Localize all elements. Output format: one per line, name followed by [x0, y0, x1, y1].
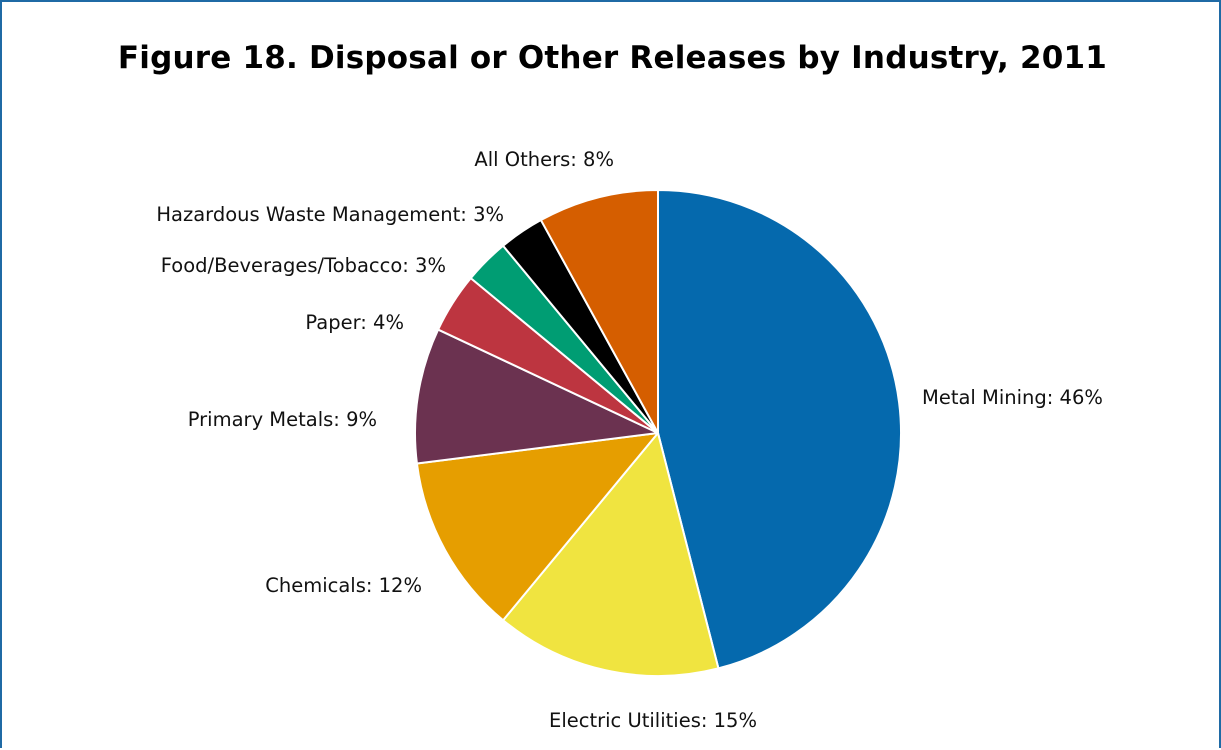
pie-slice-all-others — [539, 189, 659, 434]
slice-label-chemicals: Chemicals: 12% — [265, 574, 422, 597]
slice-label-primary-metals: Primary Metals: 9% — [188, 408, 377, 431]
pie-slice-chemicals — [415, 432, 659, 622]
pie-slice-primary-metals — [414, 328, 659, 465]
pie-slice-metal-mining — [657, 189, 903, 670]
pie-slice-electric-utilities — [502, 432, 720, 677]
slice-label-metal-mining: Metal Mining: 46% — [922, 386, 1103, 409]
slice-label-hazardous-waste-management: Hazardous Waste Management: 3% — [156, 203, 504, 226]
slice-label-food-beverages-tobacco: Food/Beverages/Tobacco: 3% — [161, 254, 446, 277]
slice-label-all-others: All Others: 8% — [474, 148, 614, 171]
slice-label-electric-utilities: Electric Utilities: 15% — [549, 709, 757, 732]
chart-title: Figure 18. Disposal or Other Releases by… — [117, 40, 1108, 76]
pie-labels: Metal Mining: 46% Electric Utilities: 15%… — [156, 148, 1103, 732]
pie-slices — [414, 189, 903, 677]
slice-label-paper: Paper: 4% — [305, 311, 404, 334]
